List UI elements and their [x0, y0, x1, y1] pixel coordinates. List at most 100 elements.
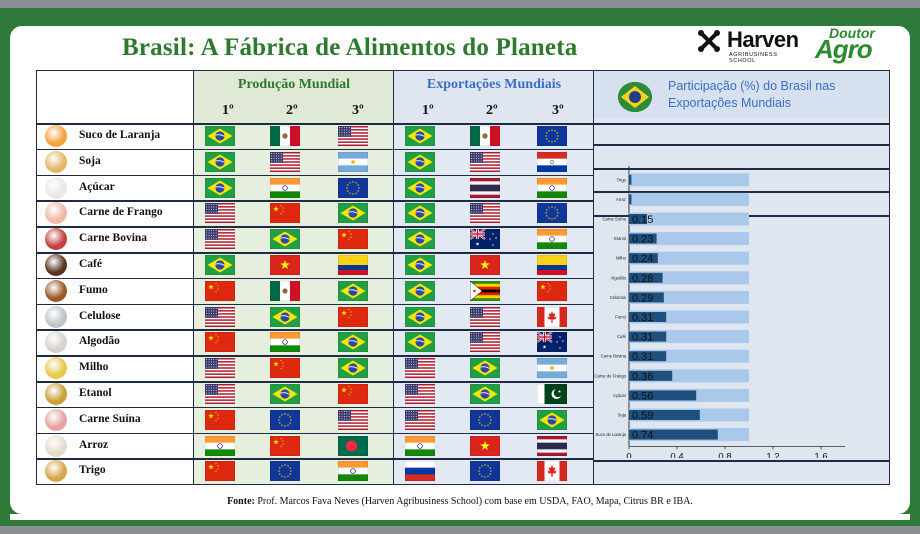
row-divider [37, 148, 593, 151]
flag-brazil-icon [338, 332, 368, 353]
flag-mexico-icon [270, 126, 300, 146]
flag-brazil-icon [270, 384, 300, 404]
flag-brazil-icon [405, 203, 435, 224]
flag-pakistan-icon [537, 384, 567, 404]
bar-value [629, 253, 658, 264]
flag-canada-icon [537, 306, 567, 327]
flag-canada-icon [537, 461, 567, 482]
flag-brazil-icon [405, 332, 435, 353]
bar-value [629, 174, 632, 185]
product-name: Carne Bovina [79, 232, 148, 245]
row-divider [37, 355, 593, 357]
row-divider [37, 303, 593, 306]
product-name: Milho [79, 361, 109, 374]
flag-usa-icon [270, 151, 300, 172]
row-divider [37, 174, 593, 177]
flag-usa-icon [338, 126, 368, 146]
rice-icon [45, 434, 67, 457]
product-name: Carne de Frango [79, 206, 163, 219]
harven-sub: AGRIBUSINESS SCHOOL [729, 52, 778, 64]
flag-usa-icon [470, 332, 500, 353]
flag-china-icon [338, 306, 368, 327]
row-divider [37, 432, 593, 435]
bar-value [629, 272, 663, 283]
flag-brazil-icon [205, 177, 235, 198]
flag-brazil-icon [405, 126, 435, 146]
flag-india-icon [405, 435, 435, 456]
bar-value [629, 312, 667, 322]
product-name: Fumo [79, 283, 108, 296]
flag-usa-icon [205, 229, 235, 250]
bar-value [629, 331, 667, 342]
wheat-icon [45, 460, 67, 483]
x-tick-label: 1,2 [766, 451, 779, 458]
doutor-agro-logo: Doutor Agro [815, 25, 885, 64]
pulp-icon [45, 305, 67, 328]
flag-china-icon [338, 384, 368, 404]
flag-brazil-icon [405, 151, 435, 172]
row-divider [37, 381, 593, 383]
product-name: Algodão [79, 335, 120, 348]
flag-thailand-icon [537, 435, 567, 456]
orange-juice-icon [45, 125, 67, 147]
flag-china-icon [205, 409, 235, 430]
x-tick-label: 0 [626, 451, 631, 458]
product-name: Soja [79, 154, 101, 167]
bar-value [629, 233, 657, 244]
flag-china-icon [537, 280, 567, 301]
product-name: Etanol [79, 387, 112, 399]
category-label: Trigo [617, 177, 627, 182]
flag-australia-icon [470, 229, 500, 250]
category-label: Milho [616, 256, 627, 261]
data-label: 0.59 [632, 410, 653, 422]
participacao-chart: Trigo Arroz Carne Suína 0.15 Etanol 0.23 Milho… [594, 166, 845, 458]
flag-india-icon [270, 177, 300, 198]
product-name: Açúcar [79, 180, 115, 193]
flag-brazil-icon [405, 306, 435, 327]
beef-icon [45, 228, 67, 251]
flag-india-icon [270, 332, 300, 353]
bar-value [629, 370, 673, 381]
flag-usa-icon [470, 306, 500, 327]
row-divider [37, 226, 593, 228]
flag-eu-icon [537, 203, 567, 224]
product-name: Café [79, 258, 102, 270]
flag-thailand-icon [470, 177, 500, 198]
product-name: Carne Suína [79, 412, 141, 425]
flag-brazil-icon [205, 151, 235, 172]
doutor-agro-line1: Doutor [829, 25, 875, 41]
flag-zimbabwe-icon [470, 280, 500, 301]
flag-usa-icon [205, 358, 235, 379]
data-label: 0.15 [632, 214, 653, 226]
flag-brazil-icon [338, 280, 368, 301]
top-frame [0, 0, 920, 8]
data-label: 0.28 [632, 273, 653, 285]
bar-value [629, 410, 700, 420]
category-label: Algodão [611, 275, 627, 280]
flag-mexico-icon [470, 126, 500, 146]
flag-usa-icon [338, 409, 368, 430]
flag-eu-icon [537, 126, 567, 146]
bar-value [629, 194, 632, 205]
flag-brazil-icon [270, 306, 300, 327]
flag-paraguay-icon [537, 151, 567, 172]
category-label: Carne de Frango [594, 373, 626, 378]
bottom-frame [0, 526, 920, 534]
flag-usa-icon [405, 409, 435, 430]
flag-eu-icon [338, 177, 368, 198]
flag-vietnam-icon [470, 435, 500, 456]
bar-value [629, 390, 697, 401]
product-name: Arroz [79, 438, 109, 451]
data-label: 0.24 [632, 253, 653, 265]
data-label: 0.36 [632, 371, 653, 383]
product-name: Suco de Laranja [79, 129, 161, 141]
flag-argentina-icon [537, 358, 567, 379]
bar-value [629, 429, 718, 440]
row-divider [37, 406, 593, 409]
category-label: Carne Bovina [601, 354, 627, 359]
flag-brazil-icon [470, 358, 500, 379]
data-label: 0.31 [632, 332, 653, 344]
row-divider [37, 277, 593, 280]
flag-eu-icon [270, 461, 300, 482]
flag-china-icon [205, 461, 235, 482]
